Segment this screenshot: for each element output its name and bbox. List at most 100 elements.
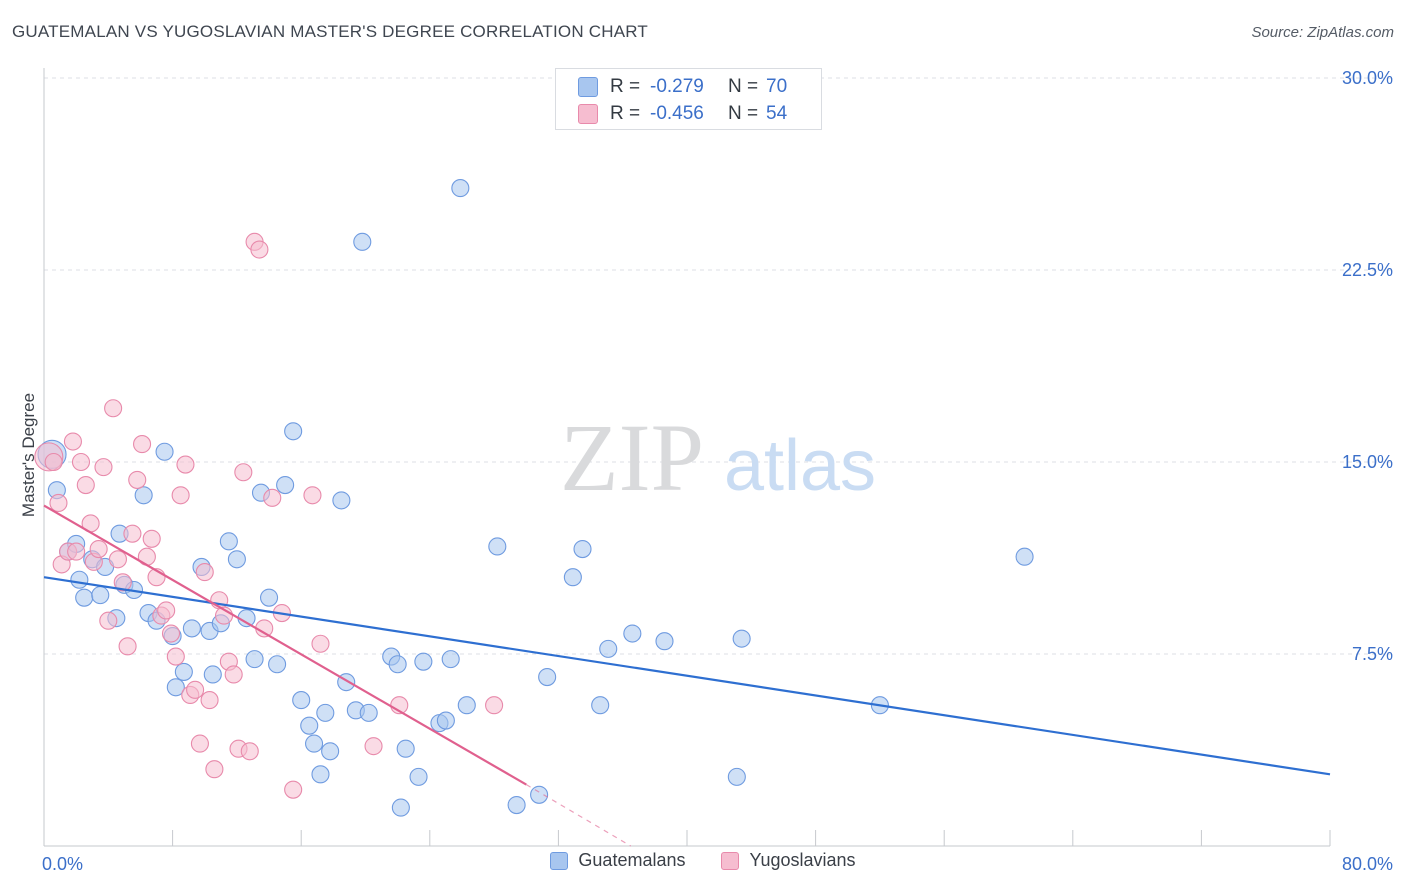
data-point-guatemalans [563,568,582,587]
data-point-guatemalans [599,639,618,658]
legend-label-yugoslavians: Yugoslavians [749,850,856,870]
trend-line-guatemalans [43,576,1331,776]
data-point-yugoslavians [364,737,383,756]
data-point-yugoslavians [195,563,214,582]
data-point-guatemalans [70,570,89,589]
data-point-guatemalans [134,486,153,505]
tick-labels: 7.5% 15.0% 22.5% 30.0% 0.0% 80.0% [42,68,1393,874]
data-point-yugoslavians [76,475,95,495]
y-tick-label: 7.5% [1352,644,1393,664]
data-point-yugoslavians [108,550,127,569]
stats-swatch-guatemalans [578,77,598,97]
data-point-guatemalans [732,629,751,648]
data-point-guatemalans [182,619,201,638]
legend-item-yugoslavians[interactable]: Yugoslavians [721,850,856,871]
data-point-yugoslavians [250,240,269,259]
data-point-guatemalans [573,539,592,559]
legend-item-guatemalans[interactable]: Guatemalans [550,850,685,871]
data-point-guatemalans [305,734,324,753]
legend-swatch-yugoslavians [721,851,740,870]
stats-n-value: 70 [766,76,788,97]
data-point-yugoslavians [157,601,176,620]
stats-n-value: 54 [766,103,788,124]
data-point-yugoslavians [142,529,161,548]
chart-legend: Guatemalans Yugoslavians [0,850,1406,871]
data-point-yugoslavians [133,435,152,454]
data-point-guatemalans [457,696,476,715]
data-point-guatemalans [316,703,335,722]
data-point-guatemalans [655,632,674,651]
legend-swatch-guatemalans [550,851,569,870]
data-point-guatemalans [276,475,295,495]
y-axis-label: Master's Degree [19,393,38,517]
data-point-guatemalans [203,665,222,684]
data-point-yugoslavians [63,432,82,451]
x-tick-label-max: 80.0% [1342,854,1393,874]
data-point-yugoslavians [44,452,63,472]
data-point-guatemalans [623,624,642,643]
data-point-yugoslavians [311,634,330,653]
data-point-guatemalans [451,179,470,198]
stats-n-label: N = [728,103,759,124]
trend-line-extension [525,784,632,847]
data-point-guatemalans [396,739,415,758]
data-point-yugoslavians [485,696,504,715]
grid-lines [44,77,1392,655]
data-point-guatemalans [155,442,174,461]
data-point-guatemalans [414,652,433,671]
y-tick-label: 22.5% [1342,260,1393,280]
data-point-guatemalans [591,696,610,715]
data-point-guatemalans [268,655,287,674]
stats-r-label: R = [610,103,641,124]
data-points [34,179,1034,817]
stats-r-value: -0.456 [650,103,704,124]
watermark-atlas: atlas [724,426,876,506]
data-point-guatemalans [388,655,407,674]
data-point-guatemalans [436,711,455,730]
data-point-yugoslavians [176,455,195,474]
data-point-yugoslavians [166,647,185,666]
data-point-guatemalans [353,232,372,251]
data-point-yugoslavians [200,691,219,710]
data-point-guatemalans [727,767,746,786]
chart-source: Source: ZipAtlas.com [1251,24,1394,41]
data-point-guatemalans [507,795,526,815]
legend-label-guatemalans: Guatemalans [578,850,686,870]
data-point-yugoslavians [224,665,243,684]
data-point-guatemalans [227,550,246,569]
data-point-yugoslavians [99,611,118,630]
data-point-yugoslavians [118,637,137,656]
stats-swatch-yugoslavians [578,104,598,124]
data-point-yugoslavians [240,742,259,761]
chart-title: GUATEMALAN VS YUGOSLAVIAN MASTER'S DEGRE… [12,22,648,41]
y-tick-label: 15.0% [1342,452,1393,472]
data-point-guatemalans [91,586,110,605]
data-point-guatemalans [245,650,264,669]
data-point-yugoslavians [49,493,68,513]
data-point-yugoslavians [71,452,91,472]
data-point-guatemalans [359,703,378,722]
watermark: ZIP atlas [560,404,876,511]
data-point-guatemalans [284,422,303,441]
data-point-yugoslavians [303,486,322,505]
data-point-guatemalans [1015,547,1034,566]
data-point-yugoslavians [67,542,86,561]
watermark-zip: ZIP [560,404,704,511]
data-point-guatemalans [166,678,185,697]
data-point-guatemalans [75,588,94,607]
data-point-yugoslavians [205,760,224,779]
data-point-yugoslavians [263,488,282,507]
data-point-guatemalans [219,532,238,551]
data-point-guatemalans [391,798,410,817]
data-point-guatemalans [174,662,193,681]
data-point-yugoslavians [113,573,132,592]
trend-line-yugoslavians [43,504,527,786]
data-point-yugoslavians [123,524,142,543]
data-point-yugoslavians [284,780,303,799]
data-point-yugoslavians [186,680,205,699]
data-point-guatemalans [300,716,319,735]
data-point-yugoslavians [161,624,181,643]
data-point-yugoslavians [94,458,113,477]
data-point-guatemalans [538,667,557,687]
